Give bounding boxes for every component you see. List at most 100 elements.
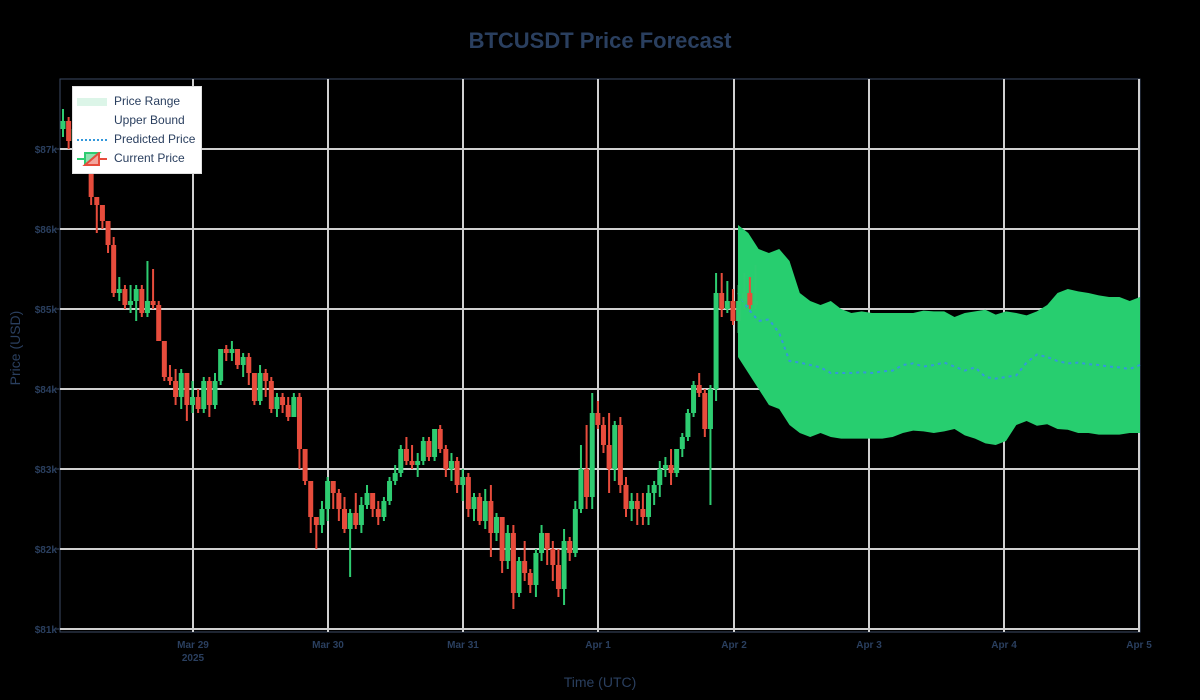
legend-item-price-range[interactable]: Price Range	[73, 93, 201, 112]
candle-body[interactable]	[88, 165, 94, 197]
candle-body[interactable]	[291, 397, 297, 417]
candle-body[interactable]	[167, 377, 173, 381]
candle-body[interactable]	[572, 509, 578, 553]
candle-body[interactable]	[398, 449, 404, 473]
candle-body[interactable]	[668, 465, 674, 473]
candle-body[interactable]	[195, 397, 201, 409]
candle-body[interactable]	[111, 245, 117, 293]
candle-body[interactable]	[713, 293, 719, 389]
candle-body[interactable]	[364, 493, 370, 505]
candle-body[interactable]	[550, 549, 556, 565]
candle-body[interactable]	[657, 469, 663, 485]
candle-body[interactable]	[510, 533, 516, 593]
candle-body[interactable]	[730, 301, 736, 321]
legend-item-predicted-price[interactable]: Predicted Price	[73, 131, 201, 150]
candle-body[interactable]	[426, 441, 432, 457]
candle-body[interactable]	[651, 485, 657, 493]
candle-body[interactable]	[319, 509, 325, 525]
candle-body[interactable]	[308, 481, 314, 517]
candle-body[interactable]	[178, 373, 184, 397]
candle-body[interactable]	[527, 573, 533, 585]
candle-body[interactable]	[218, 349, 224, 381]
candle-body[interactable]	[313, 517, 319, 525]
candle-body[interactable]	[488, 501, 494, 533]
candle-body[interactable]	[387, 481, 393, 501]
candle-body[interactable]	[752, 301, 758, 305]
candle-body[interactable]	[617, 425, 623, 485]
candle-body[interactable]	[156, 305, 162, 341]
candle-body[interactable]	[184, 373, 190, 405]
candle-body[interactable]	[443, 449, 449, 469]
candle-body[interactable]	[561, 541, 567, 589]
candle-body[interactable]	[685, 413, 691, 437]
candle-body[interactable]	[465, 477, 471, 509]
candle-body[interactable]	[403, 449, 409, 461]
candle-body[interactable]	[285, 405, 291, 417]
candle-body[interactable]	[640, 509, 646, 517]
candle-body[interactable]	[533, 553, 539, 585]
candle-body[interactable]	[612, 425, 618, 469]
candle-body[interactable]	[736, 301, 742, 321]
candle-body[interactable]	[268, 381, 274, 409]
candle-body[interactable]	[662, 465, 668, 469]
candle-body[interactable]	[539, 533, 545, 553]
candle-body[interactable]	[589, 413, 595, 497]
candle-body[interactable]	[150, 301, 156, 305]
candle-body[interactable]	[330, 481, 336, 493]
candle-body[interactable]	[696, 385, 702, 393]
candle-body[interactable]	[251, 373, 257, 401]
candle-body[interactable]	[747, 293, 753, 305]
candle-body[interactable]	[516, 561, 522, 593]
candle-body[interactable]	[544, 533, 550, 549]
candle-body[interactable]	[336, 493, 342, 509]
candle-body[interactable]	[578, 469, 584, 509]
candle-body[interactable]	[595, 413, 601, 425]
candle-body[interactable]	[482, 501, 488, 521]
candle-body[interactable]	[634, 501, 640, 509]
candle-body[interactable]	[128, 301, 134, 305]
candle-body[interactable]	[623, 485, 629, 509]
candle-body[interactable]	[116, 289, 122, 293]
candle-body[interactable]	[420, 441, 426, 461]
candle-body[interactable]	[606, 445, 612, 469]
candle-body[interactable]	[105, 221, 111, 245]
candle-body[interactable]	[325, 481, 331, 509]
candle-body[interactable]	[719, 293, 725, 309]
candle-body[interactable]	[409, 461, 415, 465]
candle-body[interactable]	[499, 517, 505, 561]
candle-body[interactable]	[432, 429, 438, 457]
candle-body[interactable]	[358, 505, 364, 525]
candle-body[interactable]	[629, 501, 635, 509]
candle-body[interactable]	[454, 461, 460, 485]
candle-body[interactable]	[674, 449, 680, 473]
candle-body[interactable]	[280, 397, 286, 405]
candle-body[interactable]	[392, 473, 398, 481]
candle-body[interactable]	[347, 513, 353, 529]
candle-body[interactable]	[691, 385, 697, 413]
candle-body[interactable]	[66, 121, 72, 141]
candle-body[interactable]	[274, 397, 280, 409]
candle-body[interactable]	[139, 289, 145, 313]
candle-body[interactable]	[302, 449, 308, 481]
candle-body[interactable]	[173, 381, 179, 397]
candle-body[interactable]	[522, 561, 528, 573]
candle-body[interactable]	[646, 493, 652, 517]
candle-body[interactable]	[201, 381, 207, 409]
candle-body[interactable]	[555, 565, 561, 589]
candle-body[interactable]	[240, 357, 246, 365]
candle-body[interactable]	[494, 517, 500, 533]
candle-body[interactable]	[471, 497, 477, 509]
candle-body[interactable]	[246, 357, 252, 373]
candle-body[interactable]	[437, 429, 443, 449]
candle-body[interactable]	[460, 477, 466, 485]
candle-body[interactable]	[161, 341, 167, 377]
candle-body[interactable]	[477, 497, 483, 521]
candle-body[interactable]	[741, 293, 747, 301]
candle-body[interactable]	[584, 469, 590, 497]
candle-body[interactable]	[99, 205, 105, 221]
candle-body[interactable]	[702, 393, 708, 429]
candle-body[interactable]	[263, 373, 269, 381]
candle-body[interactable]	[381, 501, 387, 517]
candle-body[interactable]	[415, 461, 421, 465]
